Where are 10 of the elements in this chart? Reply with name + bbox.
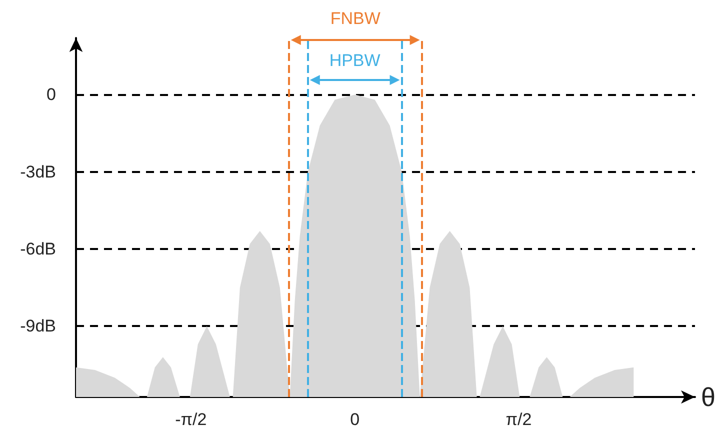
x-tick-label: π/2 bbox=[506, 410, 532, 429]
x-axis-title: θ bbox=[701, 382, 716, 412]
annotation: HPBW bbox=[329, 51, 380, 70]
y-tick-label: -3dB bbox=[20, 162, 56, 182]
y-tick-label: -6dB bbox=[20, 240, 56, 259]
x-tick-label: -π/2 bbox=[175, 410, 207, 429]
y-tick-label: 0 bbox=[46, 85, 56, 104]
text: FNBW bbox=[330, 9, 380, 28]
x-tick-label: 0 bbox=[350, 410, 360, 429]
y-tick-label: -9dB bbox=[20, 316, 56, 336]
